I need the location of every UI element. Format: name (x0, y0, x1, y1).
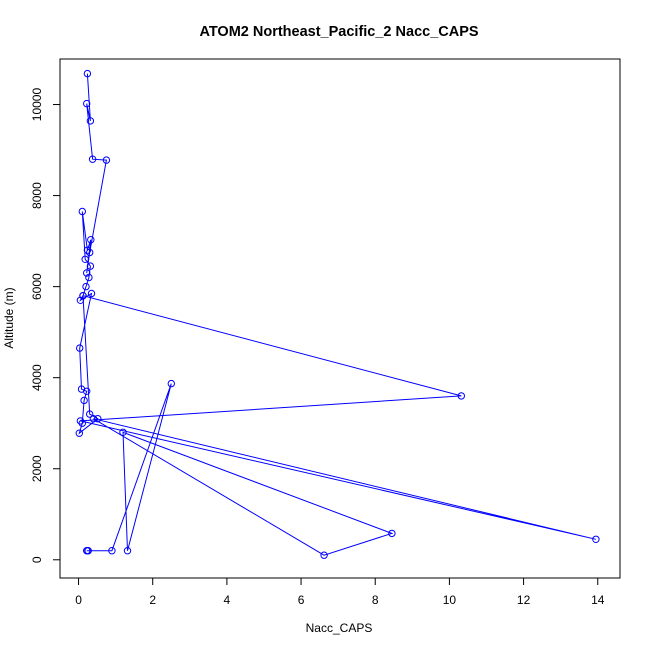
chart-title: ATOM2 Northeast_Pacific_2 Nacc_CAPS (199, 24, 478, 40)
data-point (167, 379, 176, 388)
data-point (94, 415, 102, 423)
data-point (89, 415, 98, 423)
data-point (77, 385, 86, 393)
data-point (78, 419, 87, 427)
x-tick-label: 2 (149, 593, 156, 607)
data-point (123, 547, 132, 555)
data-point (79, 292, 87, 300)
data-point (83, 99, 91, 108)
data-point (119, 428, 127, 436)
x-tick-label: 14 (591, 593, 605, 607)
x-tick-label: 8 (372, 593, 379, 607)
x-tick-label: 6 (298, 593, 305, 607)
y-tick-label: 6000 (30, 273, 44, 300)
data-point (76, 344, 84, 352)
data-point (87, 289, 96, 298)
series-line (78, 73, 597, 556)
y-tick-label: 4000 (30, 364, 44, 391)
series-layer (78, 73, 597, 556)
data-point (76, 417, 85, 425)
x-axis-label: Nacc_CAPS (306, 621, 373, 635)
data-point (86, 410, 94, 418)
x-tick-label: 12 (517, 593, 531, 607)
data-point (86, 262, 95, 270)
data-point (87, 236, 95, 244)
data-point (75, 429, 84, 437)
data-point (457, 392, 465, 400)
data-point (108, 547, 116, 555)
data-point (86, 248, 94, 257)
y-tick-label: 2000 (30, 455, 44, 482)
plot-frame (59, 58, 621, 579)
data-point (320, 551, 328, 559)
data-point (82, 282, 90, 291)
x-tick-label: 4 (224, 593, 231, 607)
y-tick-label: 10000 (30, 88, 44, 122)
data-point (80, 396, 88, 405)
x-tick-label: 0 (75, 593, 82, 607)
data-point (83, 69, 92, 78)
x-tick-label: 10 (443, 593, 457, 607)
data-point (84, 547, 92, 555)
data-point (592, 535, 600, 543)
y-axis-label: Altitude (m) (2, 287, 16, 348)
data-point (78, 207, 87, 216)
marker-layer (75, 69, 600, 559)
data-point (83, 246, 92, 254)
data-point (85, 273, 93, 282)
data-point (83, 269, 91, 277)
data-point (102, 156, 111, 164)
y-tick-label: 8000 (30, 182, 44, 209)
data-point (388, 529, 396, 538)
data-point (81, 255, 89, 263)
y-tick-label: 0 (30, 556, 44, 563)
data-point (88, 155, 97, 163)
data-point (86, 117, 95, 125)
